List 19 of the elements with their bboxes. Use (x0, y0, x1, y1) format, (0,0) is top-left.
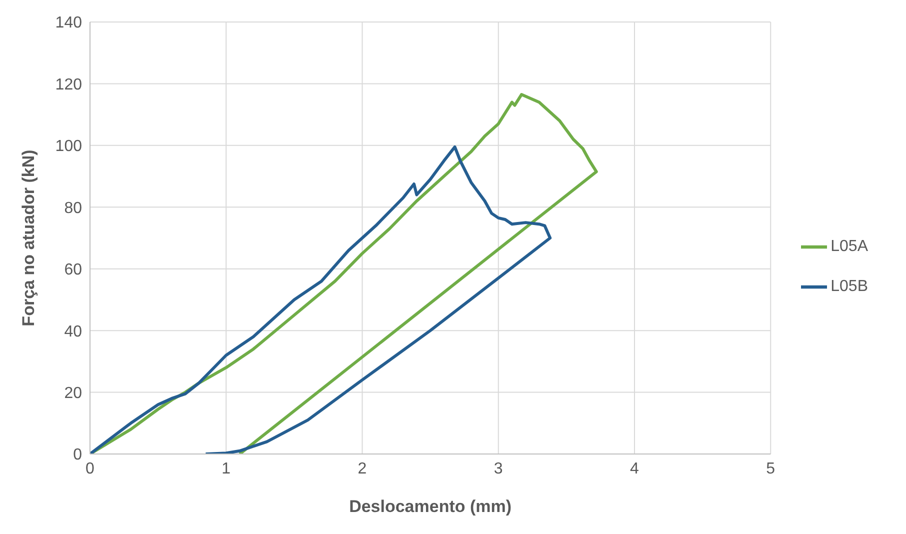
x-axis-title: Deslocamento (mm) (349, 497, 512, 516)
x-tick-label: 2 (358, 460, 367, 478)
y-tick-label: 100 (55, 138, 82, 156)
x-tick-label: 1 (222, 460, 231, 478)
y-tick-label: 40 (64, 323, 82, 340)
x-tick-label: 3 (494, 460, 503, 478)
y-tick-label: 60 (64, 262, 82, 279)
y-tick-label: 80 (64, 200, 82, 217)
y-tick-label: 20 (64, 384, 82, 402)
y-tick-label: 120 (55, 76, 82, 94)
y-tick-label: 140 (55, 14, 82, 32)
x-tick-label: 0 (86, 460, 95, 478)
x-tick-label: 4 (630, 460, 640, 478)
legend-label: L05A (830, 238, 868, 255)
legend-label: L05B (830, 278, 868, 295)
y-tick-label: 0 (73, 446, 82, 464)
line-series (90, 145, 552, 454)
x-tick-label: 5 (766, 460, 776, 478)
y-axis-title: Força no atuador (kN) (19, 150, 38, 326)
